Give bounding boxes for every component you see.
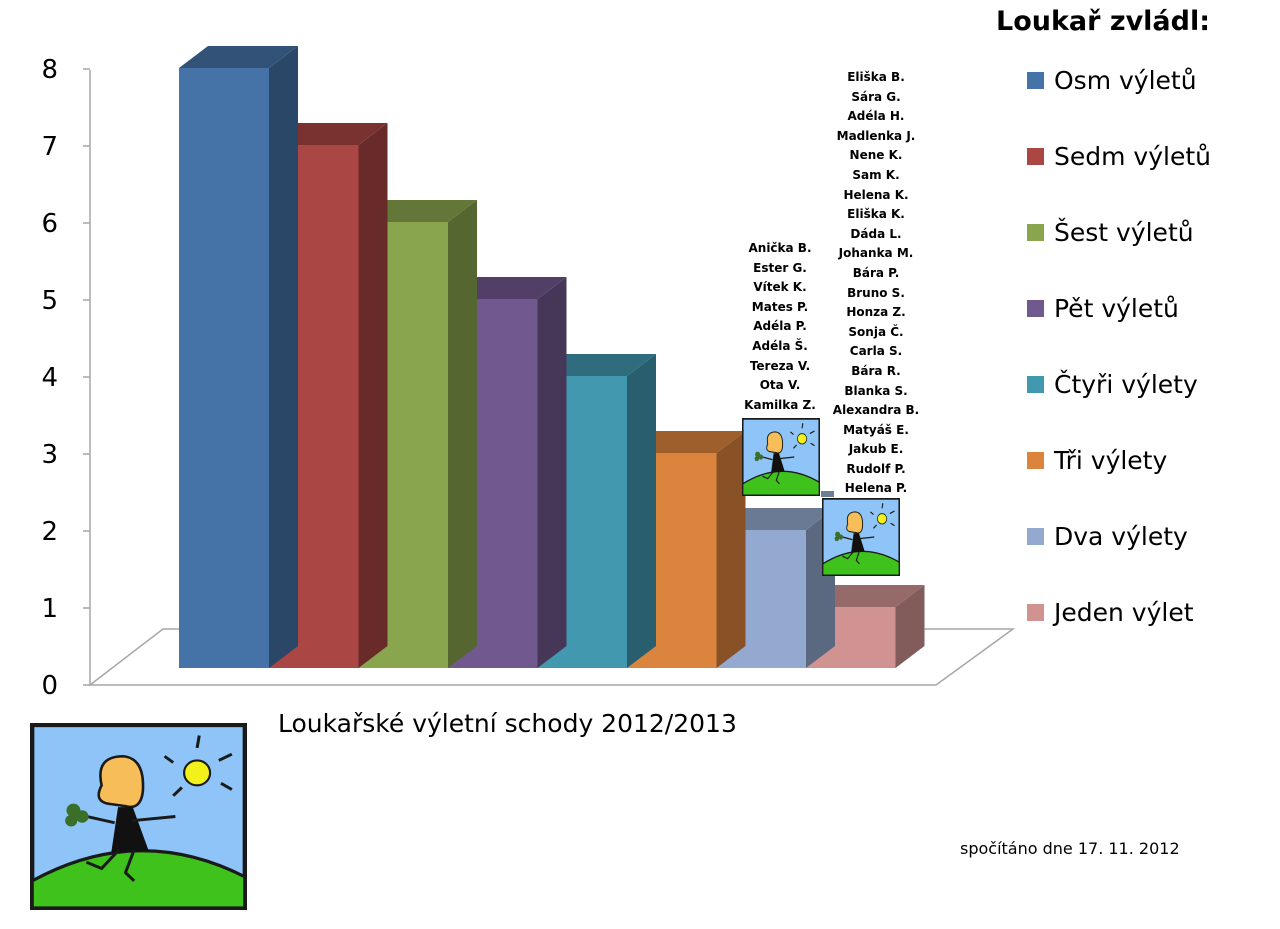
legend-item: Osm výletů xyxy=(1027,63,1197,97)
legend-swatch xyxy=(1027,147,1044,165)
participant-name: Bára P. xyxy=(852,265,900,280)
legend-label: Dva výlety xyxy=(1054,521,1188,551)
x-axis-label: Loukařské výletní schody 2012/2013 xyxy=(278,709,737,738)
bars xyxy=(179,46,925,668)
bar-side xyxy=(358,123,388,668)
y-tick-label: 1 xyxy=(41,594,58,624)
bar-side xyxy=(627,354,656,668)
legend-item: Dva výlety xyxy=(1027,519,1188,553)
participant-name: Sára G. xyxy=(851,89,901,104)
legend-label: Tři výlety xyxy=(1054,445,1168,475)
bar-top xyxy=(268,123,388,145)
bar-top xyxy=(537,354,656,376)
bar-top xyxy=(626,431,746,453)
participant-name: Adéla H. xyxy=(847,109,905,124)
legend-swatch xyxy=(1027,603,1044,621)
loukar-figure-sun-icon xyxy=(30,723,247,910)
bar-top xyxy=(179,46,298,68)
participant-name: Alexandra B. xyxy=(832,403,920,418)
participant-name: Ester G. xyxy=(753,260,807,275)
y-axis-ticks: 0 1 2 3 4 5 6 7 8 xyxy=(41,55,90,701)
legend-swatch xyxy=(1027,527,1044,545)
bar-1 xyxy=(179,46,298,668)
participant-name: Eliška K. xyxy=(847,207,905,222)
y-tick-label: 0 xyxy=(41,671,58,701)
legend-title: Loukař zvládl: xyxy=(996,6,1211,37)
bar-side xyxy=(895,585,925,668)
participant-name: Helena P. xyxy=(844,481,908,496)
participant-name: Tereza V. xyxy=(749,358,811,373)
legend-item: Pět výletů xyxy=(1027,291,1179,325)
participant-name: Eliška B. xyxy=(847,70,905,84)
participant-name: Bruno S. xyxy=(847,285,905,300)
participant-name: Matyáš E. xyxy=(843,422,909,437)
participant-name: Madlenka J. xyxy=(836,128,916,143)
one-trip-names-list: Eliška B. Sára G. Adéla H. Madlenka J. Nene … xyxy=(812,68,940,499)
legend-swatch xyxy=(1027,451,1044,469)
bar-side xyxy=(448,200,477,668)
bar-top xyxy=(358,200,477,222)
y-tick-label: 4 xyxy=(41,363,58,393)
footer-date: spočítáno dne 17. 11. 2012 xyxy=(960,839,1180,858)
legend-label: Jeden výlet xyxy=(1054,597,1194,627)
participant-name: Jakub E. xyxy=(848,442,904,457)
participant-name: Honza Z. xyxy=(846,305,906,320)
legend-item: Sedm výletů xyxy=(1027,139,1211,173)
bar-8 xyxy=(805,585,925,668)
y-tick-label: 6 xyxy=(41,209,58,239)
participant-name: Dáda L. xyxy=(850,226,902,241)
participant-name: Carla S. xyxy=(849,344,903,359)
loukar-figure-sun-icon xyxy=(822,498,900,576)
legend-swatch xyxy=(1027,223,1044,241)
legend-label: Čtyři výlety xyxy=(1054,369,1198,399)
participant-name: Sam K. xyxy=(852,167,900,182)
participant-name: Adéla Š. xyxy=(752,338,808,353)
bar-front xyxy=(179,68,269,668)
bar-top xyxy=(805,585,925,607)
participant-name: Helena K. xyxy=(843,187,909,202)
y-tick-label: 7 xyxy=(41,132,58,162)
participant-name: Bára R. xyxy=(851,363,901,378)
legend-swatch xyxy=(1027,71,1044,89)
bar-side xyxy=(269,46,298,668)
participant-name: Mates P. xyxy=(751,299,809,314)
bar-side xyxy=(537,277,567,668)
legend-swatch xyxy=(1027,299,1044,317)
legend-item: Šest výletů xyxy=(1027,215,1194,249)
annotation-marker xyxy=(821,491,834,497)
legend-label: Osm výletů xyxy=(1054,65,1197,95)
participant-name: Blanka S. xyxy=(844,383,908,398)
participant-name: Kamilka Z. xyxy=(744,397,816,412)
y-tick-label: 3 xyxy=(41,440,58,470)
bar-top xyxy=(716,508,835,530)
y-tick-label: 8 xyxy=(41,55,58,85)
legend-item: Tři výlety xyxy=(1027,443,1167,477)
legend-swatch xyxy=(1027,375,1044,393)
legend-label: Sedm výletů xyxy=(1054,141,1211,171)
three-trips-names-list: Anička B. Ester G. Vítek K. Mates P. Adéla P… xyxy=(730,239,830,415)
y-tick-label: 2 xyxy=(41,517,58,547)
participant-name: Ota V. xyxy=(759,378,801,393)
loukar-figure-sun-icon xyxy=(742,418,820,496)
participant-name: Rudolf P. xyxy=(846,461,906,476)
legend-item: Jeden výlet xyxy=(1027,595,1194,629)
participant-name: Anička B. xyxy=(748,241,812,255)
participant-name: Sonja Č. xyxy=(848,324,904,339)
participant-name: Vítek K. xyxy=(753,280,807,295)
y-tick-label: 5 xyxy=(41,286,58,316)
bar-side xyxy=(716,431,746,668)
legend-label: Pět výletů xyxy=(1054,293,1179,323)
legend-item: Čtyři výlety xyxy=(1027,367,1198,401)
participant-name: Nene K. xyxy=(849,148,903,163)
participant-name: Adéla P. xyxy=(753,319,807,334)
legend-label: Šest výletů xyxy=(1054,217,1194,247)
bar-top xyxy=(447,277,567,299)
participant-name: Johanka M. xyxy=(838,246,914,261)
